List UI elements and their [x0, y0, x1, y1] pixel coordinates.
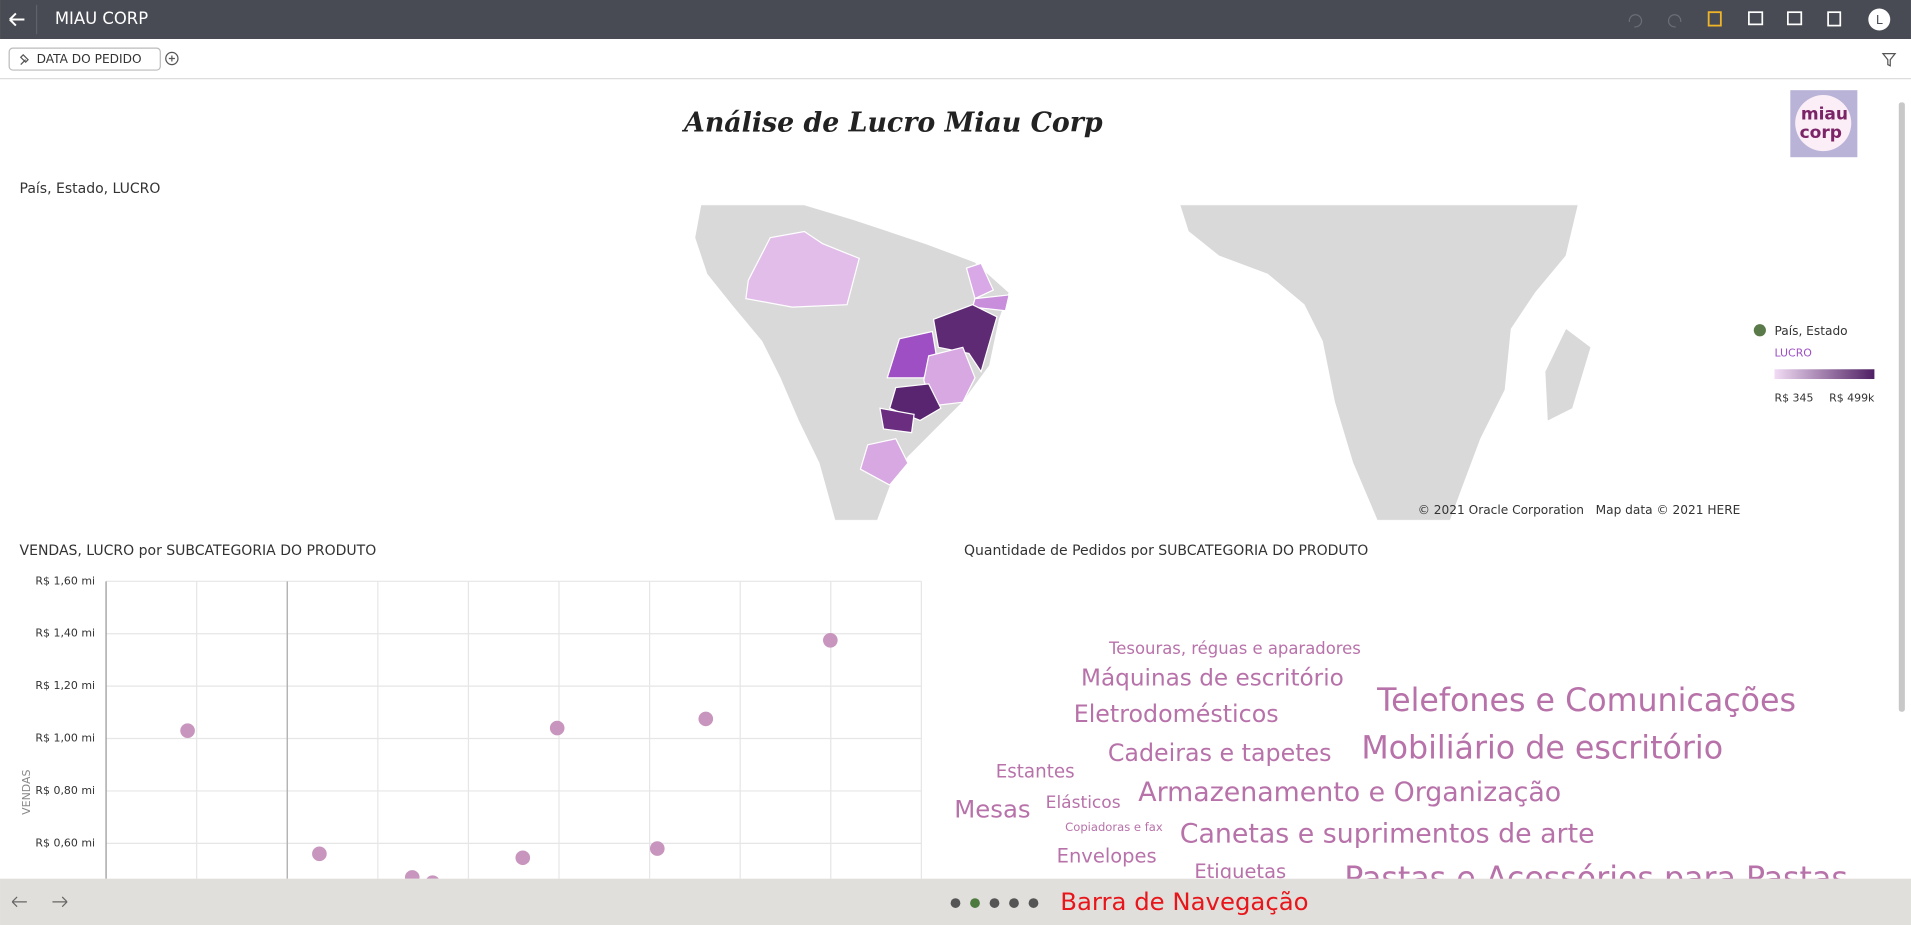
data-icon[interactable]: [1748, 11, 1764, 26]
state: [932, 304, 998, 374]
y-tick-label: R$ 1,60 mi: [35, 574, 95, 587]
filter-chip[interactable]: [8, 47, 161, 71]
word: Máquinas de escritório: [1081, 665, 1344, 691]
land: [1179, 204, 1579, 521]
word: Eletrodomésticos: [1074, 700, 1279, 728]
filter-label: DATA DO PEDIDO: [37, 52, 142, 66]
state: [923, 346, 976, 407]
word: Armazenamento e Organização: [1138, 777, 1561, 808]
state: [888, 383, 942, 422]
undo[interactable]: [1628, 14, 1643, 28]
edit[interactable]: [1707, 11, 1722, 27]
logo-circle: [1795, 95, 1852, 152]
point: [649, 841, 665, 856]
state: [879, 407, 915, 434]
pin-icon: [19, 53, 29, 66]
page-dot[interactable]: [950, 898, 961, 908]
add-filter[interactable]: [165, 51, 179, 66]
legend-title: País, Estado: [1774, 324, 1847, 338]
export[interactable]: [1827, 11, 1842, 27]
page-dot[interactable]: [989, 898, 1000, 908]
word: Tesouras, réguas e aparadores: [1108, 639, 1361, 658]
point: [823, 632, 838, 648]
point: [180, 723, 195, 738]
y-tick-label: R$ 0,60 mi: [35, 836, 95, 849]
point: [698, 711, 714, 727]
map-attribution: © 2021 Oracle Corporation Map data © 202…: [1418, 503, 1741, 517]
y-tick-label: R$ 1,20 mi: [35, 679, 95, 692]
avatar-letter: L: [1876, 13, 1883, 27]
wordcloud: Tesouras, réguas e aparadores Máquinas de…: [954, 639, 1848, 897]
legend-measure: LUCRO: [1774, 346, 1811, 359]
word: Estantes: [996, 762, 1075, 783]
legend-icon: [1753, 324, 1766, 337]
point: [426, 875, 439, 879]
word: Etiquetas: [1194, 860, 1286, 883]
back-button[interactable]: [9, 12, 25, 27]
word: Mesas: [954, 794, 1030, 823]
plot-area: [105, 580, 922, 879]
legend-gradient: [1774, 369, 1875, 380]
y-axis-title: VENDAS: [20, 769, 33, 814]
dashboard-title: Análise de Lucro Miau Corp: [681, 107, 1103, 138]
state: [859, 438, 909, 486]
page-dot[interactable]: [1009, 898, 1019, 908]
map: [694, 204, 1591, 521]
filter-icon[interactable]: [1881, 53, 1897, 67]
add-filter-plus: [168, 55, 175, 62]
redo[interactable]: [1668, 14, 1682, 28]
word: Envelopes: [1057, 844, 1157, 867]
point: [404, 870, 420, 879]
word: Canetas e suprimentos de arte: [1180, 818, 1595, 849]
state: [745, 230, 860, 308]
plot-background: [106, 581, 922, 879]
top-bar: [0, 0, 1911, 39]
logo-text: miau: [1801, 105, 1848, 125]
logo-text: corp: [1800, 123, 1842, 143]
filter-bar: [0, 38, 1911, 80]
legend-min: R$ 345: [1774, 392, 1813, 405]
y-tick-label: R$ 0,80 mi: [35, 784, 95, 797]
land: [1545, 329, 1591, 421]
next[interactable]: [52, 896, 68, 908]
state: [971, 294, 1010, 312]
avatar[interactable]: [1868, 8, 1891, 31]
word: Mobiliário de escritório: [1361, 731, 1723, 767]
map-title: País, Estado, LUCRO: [20, 181, 161, 197]
nav-label: Barra de Navegação: [1060, 887, 1308, 916]
point: [312, 846, 327, 862]
word: Cadeiras e tapetes: [1108, 739, 1332, 767]
word: Telefones e Comunicações: [1376, 683, 1796, 719]
word: Elásticos: [1046, 793, 1121, 813]
y-tick-label: R$ 1,40 mi: [35, 627, 95, 640]
legend-max: R$ 499k: [1829, 392, 1875, 405]
prev[interactable]: [11, 896, 27, 908]
page-dot[interactable]: [970, 898, 980, 908]
y-tick-label: R$ 1,00 mi: [35, 732, 95, 745]
scrollbar[interactable]: [1898, 102, 1905, 712]
chart-title: VENDAS, LUCRO por SUBCATEGORIA DO PRODUT…: [20, 543, 377, 559]
point: [515, 850, 531, 866]
comment[interactable]: [1787, 11, 1803, 26]
app-title: MIAU CORP: [55, 9, 148, 28]
page-dot[interactable]: [1028, 898, 1039, 908]
wordcloud-title: Quantidade de Pedidos por SUBCATEGORIA D…: [964, 543, 1368, 559]
point: [549, 720, 565, 736]
word: Copiadoras e fax: [1065, 820, 1163, 834]
state: [965, 262, 995, 300]
